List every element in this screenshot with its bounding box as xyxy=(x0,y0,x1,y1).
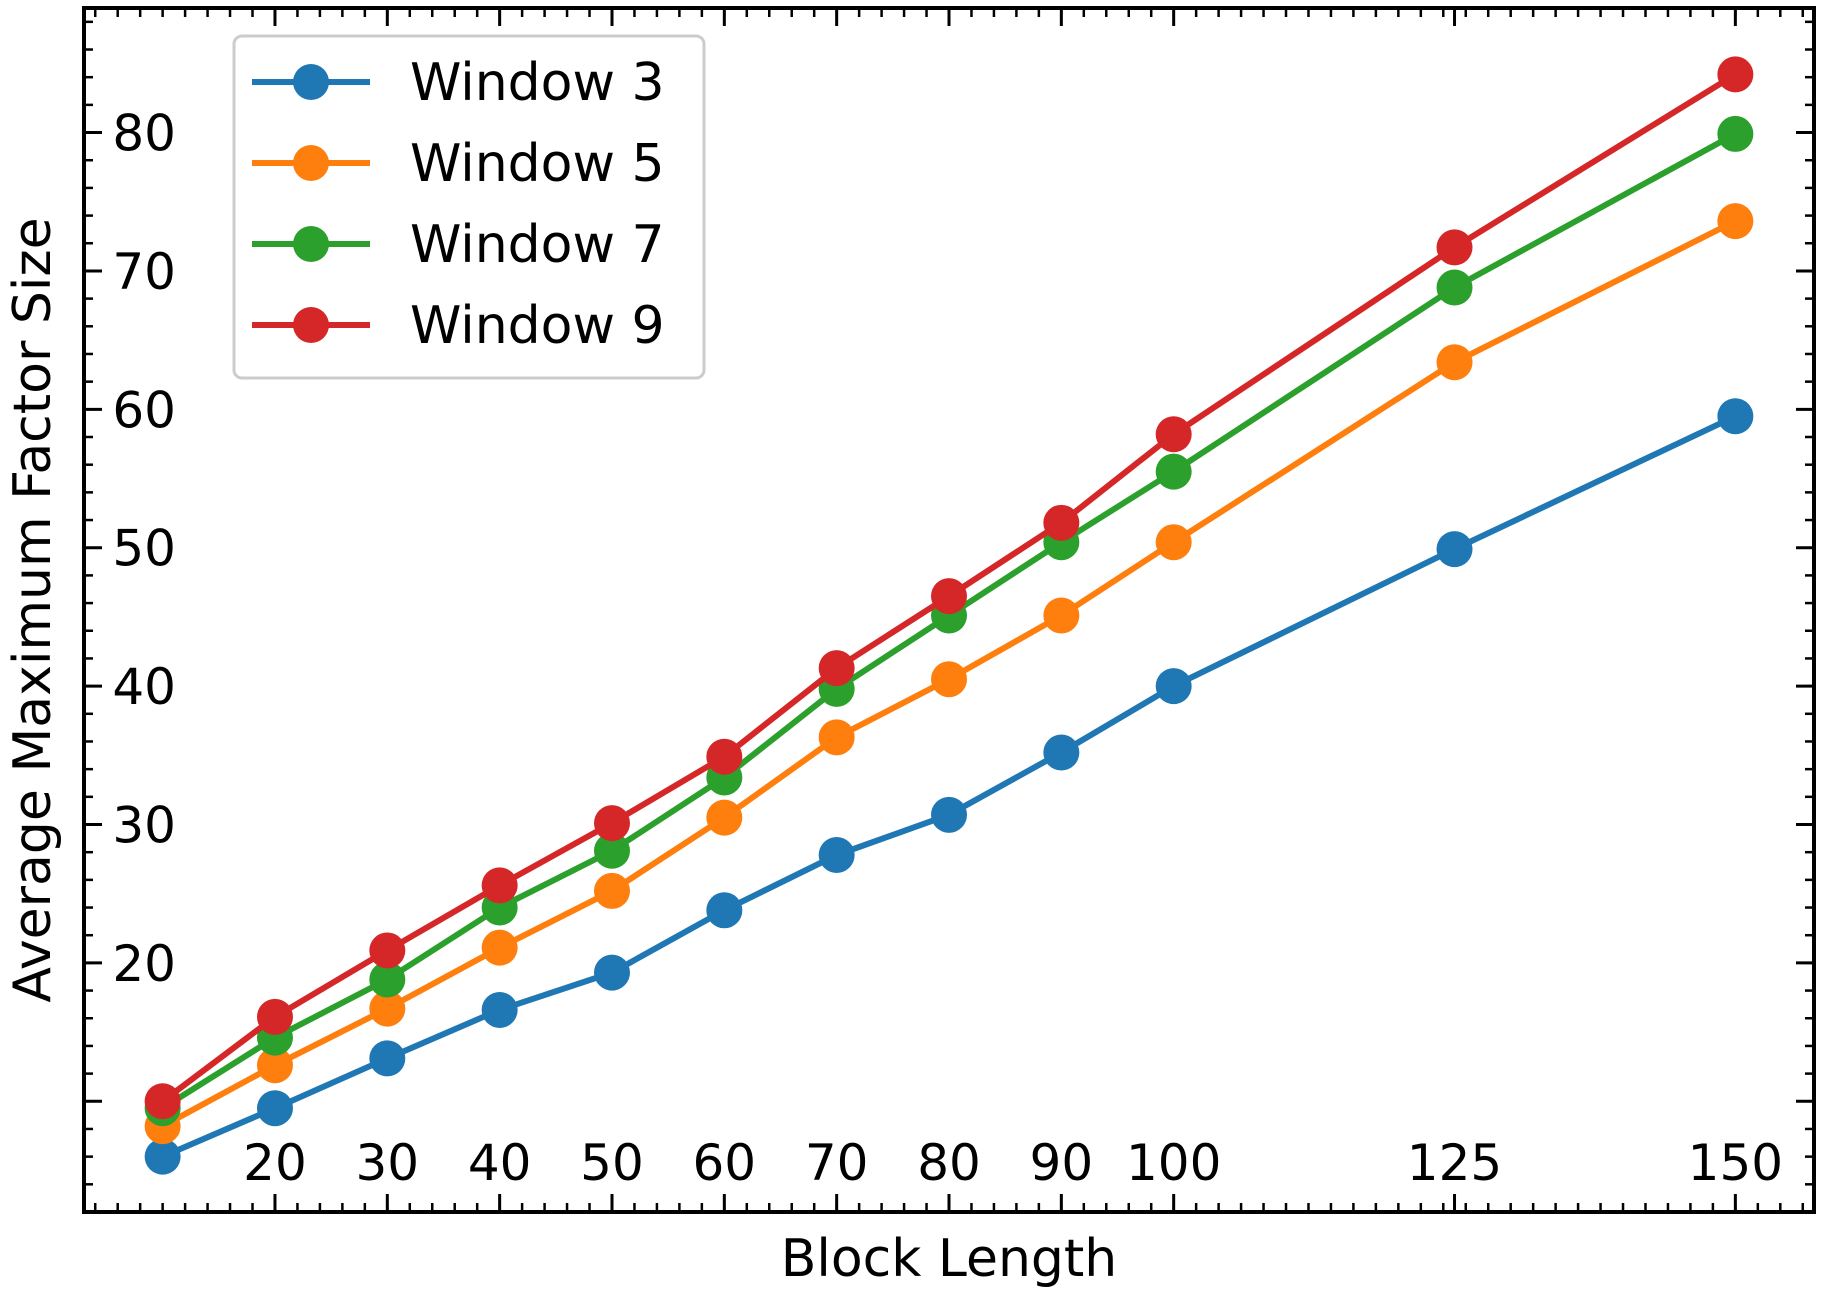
data-point xyxy=(593,872,630,909)
y-tick-label: 40 xyxy=(112,658,176,716)
data-point xyxy=(481,867,518,904)
series-line xyxy=(161,131,1737,1111)
data-point xyxy=(1717,115,1754,152)
x-tick-label: 20 xyxy=(243,1134,307,1192)
legend-marker xyxy=(293,307,329,343)
data-point xyxy=(144,1083,181,1120)
x-tick-label: 80 xyxy=(917,1134,981,1192)
series-1 xyxy=(144,398,1754,1175)
x-tick-label: 60 xyxy=(693,1134,757,1192)
legend-label: Window 7 xyxy=(410,215,665,275)
data-point xyxy=(818,836,855,873)
data-point xyxy=(1717,203,1754,240)
x-axis-label: Block Length xyxy=(781,1229,1118,1289)
data-point xyxy=(256,1047,293,1084)
y-tick-label: 80 xyxy=(112,105,176,163)
legend-entries: Window 3 Window 5 Window 7 Window 9 xyxy=(252,53,665,356)
data-point xyxy=(931,578,967,615)
data-point xyxy=(369,990,406,1027)
legend-entry: Window 9 xyxy=(252,296,665,356)
data-point xyxy=(1436,269,1473,306)
data-point xyxy=(1155,453,1192,490)
x-tick-label: 125 xyxy=(1407,1134,1502,1192)
data-point xyxy=(1155,524,1192,561)
x-tick-label: 50 xyxy=(580,1134,644,1192)
data-point xyxy=(1043,734,1080,771)
data-point xyxy=(1717,398,1754,435)
legend-marker xyxy=(293,226,329,262)
legend: Window 3 Window 5 Window 7 Window 9 xyxy=(232,34,706,380)
x-tick-label: 30 xyxy=(355,1134,419,1192)
legend-frame xyxy=(232,34,706,380)
data-point xyxy=(931,796,967,833)
series-3 xyxy=(144,115,1754,1127)
data-point xyxy=(818,719,855,756)
data-point xyxy=(1155,668,1192,705)
y-tick-label: 70 xyxy=(112,243,176,301)
data-point xyxy=(593,954,630,991)
data-point xyxy=(144,1138,181,1175)
major-ticks xyxy=(84,8,1814,1212)
data-point xyxy=(1155,416,1192,453)
legend-entry: Window 7 xyxy=(252,215,665,275)
legend-marker xyxy=(293,64,329,100)
data-point xyxy=(481,991,518,1028)
y-tick-label: 20 xyxy=(112,935,176,993)
series-4 xyxy=(144,56,1754,1120)
y-tick-label: 60 xyxy=(112,381,176,439)
x-tick-label: 40 xyxy=(468,1134,532,1192)
series-line xyxy=(161,218,1737,1129)
data-point xyxy=(1043,597,1080,634)
data-point xyxy=(1436,229,1473,266)
data-point xyxy=(931,661,967,698)
y-axis-label: Average Maximum Factor Size xyxy=(3,217,63,1002)
legend-marker xyxy=(293,145,329,181)
data-point xyxy=(481,929,518,966)
data-point xyxy=(1436,344,1473,381)
data-point xyxy=(818,650,855,687)
series-line xyxy=(161,413,1737,1160)
data-point xyxy=(706,738,743,775)
series-2 xyxy=(144,203,1754,1145)
legend-label: Window 3 xyxy=(410,53,665,113)
x-tick-label: 100 xyxy=(1126,1134,1221,1192)
series-layer xyxy=(144,56,1754,1175)
x-tick-label: 70 xyxy=(805,1134,869,1192)
data-point xyxy=(593,832,630,869)
x-tick-labels: 20 30 40 50 60 70 80 90 100 125 150 xyxy=(243,1134,1783,1192)
data-point xyxy=(593,805,630,842)
data-point xyxy=(369,961,406,998)
data-point xyxy=(256,998,293,1035)
data-point xyxy=(256,1090,293,1127)
data-point xyxy=(369,932,406,969)
series-line xyxy=(160,71,1737,1104)
data-point xyxy=(369,1040,406,1077)
plot-frame xyxy=(82,6,1816,1214)
y-tick-label: 50 xyxy=(112,520,176,578)
data-point xyxy=(706,799,743,836)
x-tick-label: 150 xyxy=(1688,1134,1783,1192)
data-point xyxy=(1436,531,1473,568)
x-tick-label: 90 xyxy=(1030,1134,1094,1192)
data-point xyxy=(706,892,743,929)
legend-entry: Window 3 xyxy=(252,53,665,113)
data-point xyxy=(1043,504,1080,541)
y-tick-labels: 20 30 40 50 60 70 80 xyxy=(112,105,176,993)
legend-label: Window 5 xyxy=(410,134,665,194)
y-tick-label: 30 xyxy=(112,797,176,855)
data-point xyxy=(1717,56,1754,93)
legend-entry: Window 5 xyxy=(252,134,665,194)
legend-label: Window 9 xyxy=(410,296,665,356)
